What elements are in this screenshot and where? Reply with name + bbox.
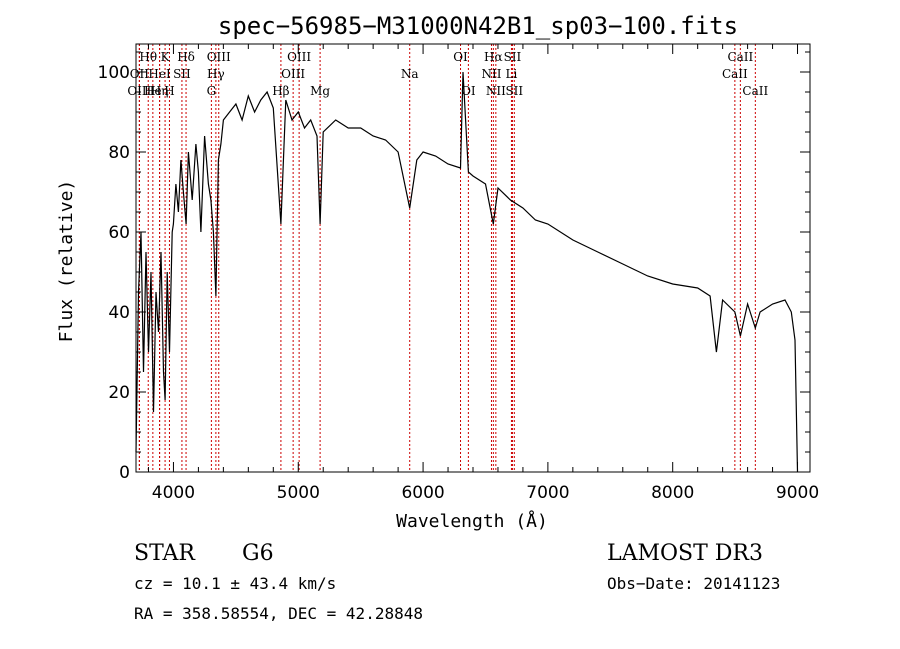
line-marker-label: Hδ xyxy=(177,50,195,64)
line-marker-label: CaII xyxy=(722,67,748,81)
line-marker-label: OIII xyxy=(287,50,311,64)
line-marker-label: Hθ xyxy=(139,50,157,64)
line-marker-label: OIII xyxy=(207,50,231,64)
y-tick-label: 20 xyxy=(108,383,130,403)
y-tick-label: 80 xyxy=(108,143,130,163)
line-marker-label: CaII xyxy=(727,50,753,64)
line-marker-label: Hη xyxy=(151,84,169,98)
line-marker-label: NII xyxy=(486,84,506,98)
survey-name: LAMOST DR3 xyxy=(607,541,763,566)
line-marker-label: Hα xyxy=(484,50,503,64)
y-tick-label: 100 xyxy=(98,63,130,83)
line-marker-label: NII xyxy=(481,67,501,81)
line-marker-label: He xyxy=(144,84,162,98)
line-marker-label: OI xyxy=(453,50,468,64)
line-marker-label: HeI xyxy=(148,67,171,81)
x-tick-label: 4000 xyxy=(152,483,195,503)
chart-title: spec−56985−M31000N42B1_sp03−100.fits xyxy=(218,12,738,40)
x-tick-label: 5000 xyxy=(277,483,320,503)
y-tick-label: 0 xyxy=(119,463,130,483)
coords-text: RA = 358.58554, DEC = 42.28848 xyxy=(134,604,423,623)
line-label-group: HθOIIOIIIHeHeIHηKHSIIHδGHγOIIIHβOIIIOIII… xyxy=(127,50,768,98)
y-tick-label: 40 xyxy=(108,303,130,323)
line-marker-label: SII xyxy=(173,67,191,81)
x-tick-label: 6000 xyxy=(401,483,444,503)
x-axis-label: Wavelength (Å) xyxy=(396,510,548,532)
spectrum-line xyxy=(135,71,799,473)
line-marker-group xyxy=(138,44,756,472)
line-marker-label: Mg xyxy=(310,84,330,98)
y-tick-label: 60 xyxy=(108,223,130,243)
line-marker-label: Li xyxy=(506,67,518,81)
x-tick-label: 9000 xyxy=(776,483,819,503)
line-marker-label: OII xyxy=(130,67,150,81)
line-marker-label: OIII xyxy=(281,67,305,81)
line-marker-label: Na xyxy=(401,67,419,81)
line-marker-label: Hγ xyxy=(207,67,225,81)
y-axis-ticks: 0 20 40 60 80 100 xyxy=(98,51,810,483)
x-tick-label: 8000 xyxy=(651,483,694,503)
y-axis-label: Flux (relative) xyxy=(56,180,77,343)
object-class: STAR xyxy=(134,541,196,566)
line-marker-label: SII xyxy=(505,84,523,98)
redshift-text: cz = 10.1 ± 43.4 km/s xyxy=(134,574,336,593)
line-marker-label: OIII xyxy=(127,84,151,98)
line-marker-label: G xyxy=(207,84,217,98)
line-marker-label: CaII xyxy=(742,84,768,98)
x-axis-ticks: 4000 5000 6000 7000 8000 9000 xyxy=(147,44,819,503)
line-marker-label: K xyxy=(161,50,171,64)
line-marker-label: Hβ xyxy=(272,84,289,98)
obs-date-text: Obs−Date: 20141123 xyxy=(607,574,780,593)
x-tick-label: 7000 xyxy=(526,483,569,503)
line-marker-label: SII xyxy=(504,50,522,64)
line-marker-label: H xyxy=(164,84,174,98)
object-subclass: G6 xyxy=(242,541,274,566)
